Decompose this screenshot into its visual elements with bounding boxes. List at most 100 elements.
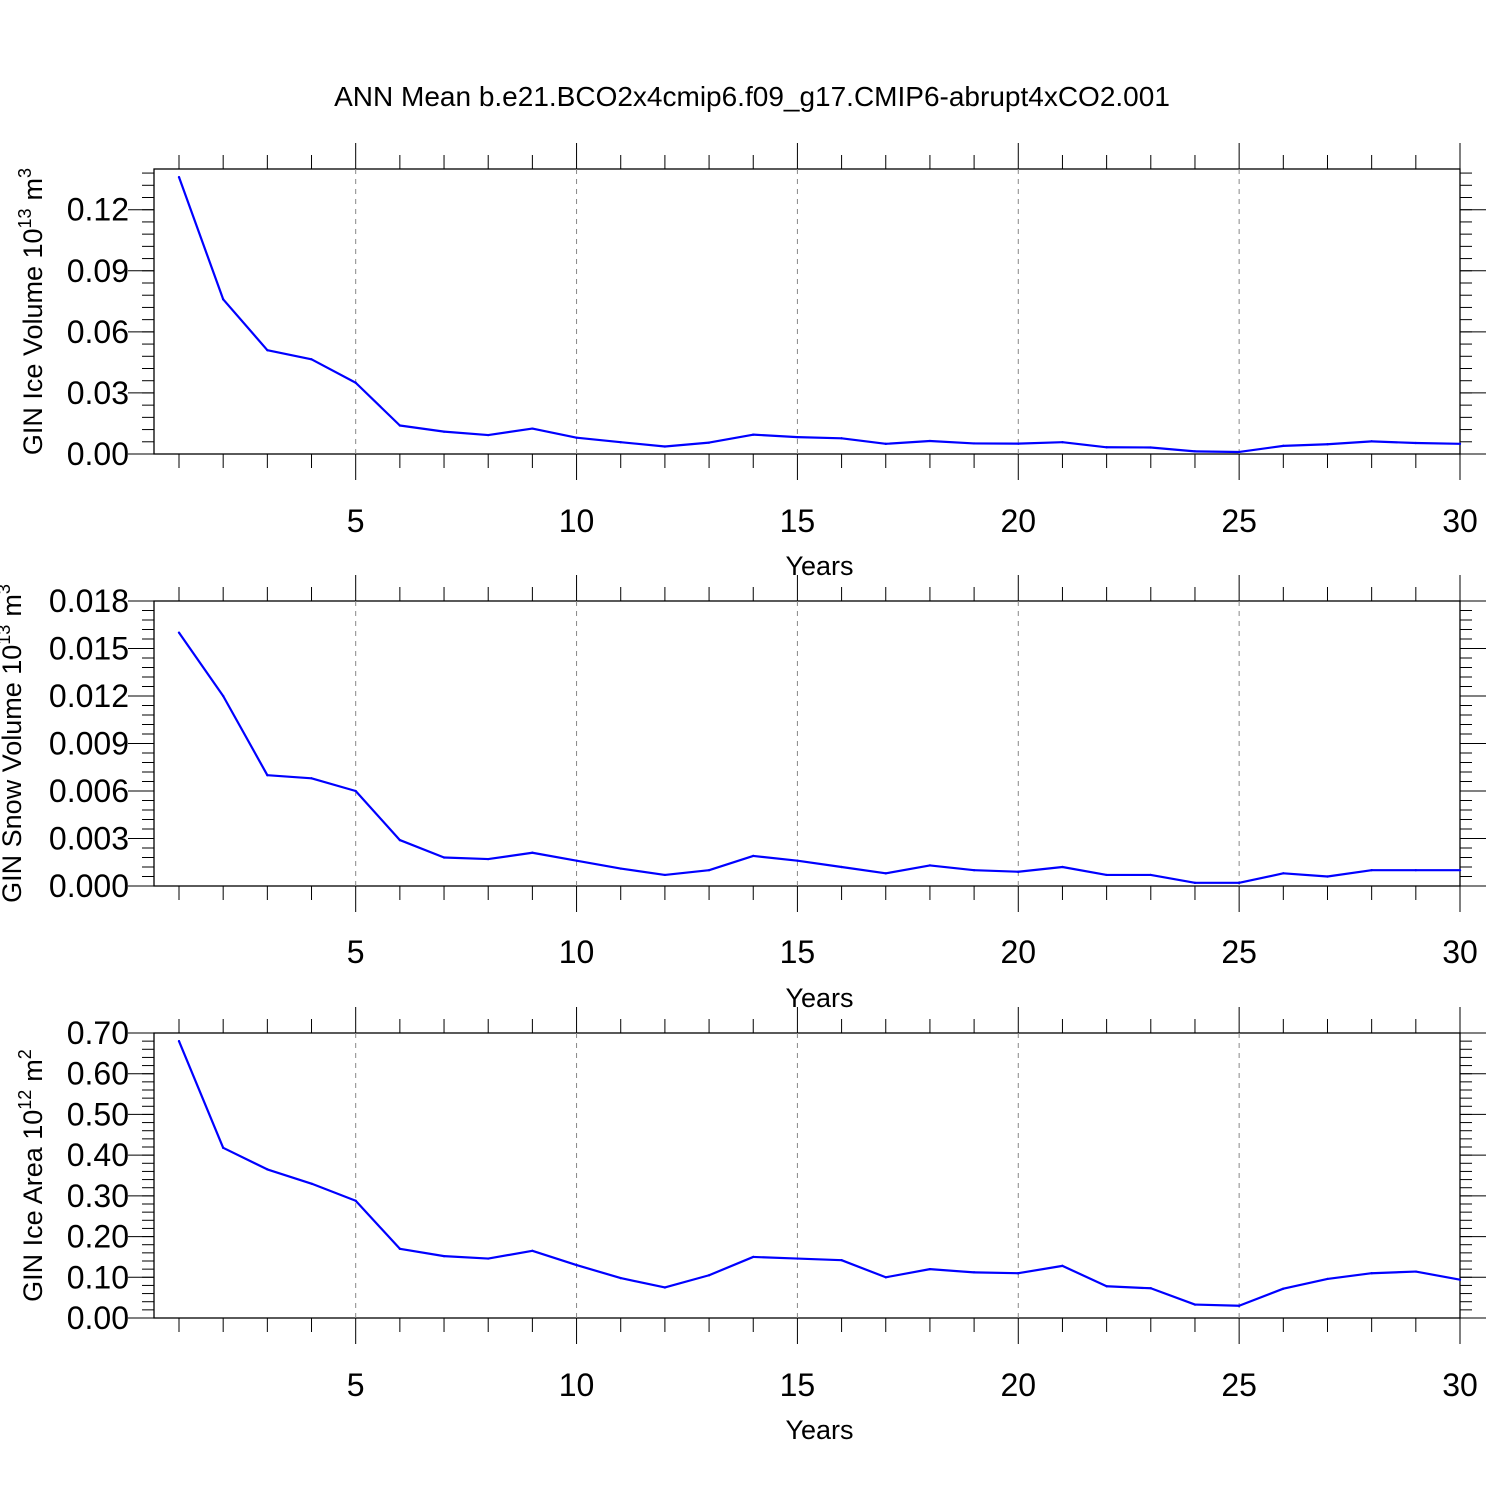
data-point (310, 777, 313, 780)
series-line-segment (1193, 450, 1241, 454)
data-point (973, 1271, 976, 1274)
data-point (619, 1277, 622, 1280)
data-point (1326, 443, 1329, 446)
series-line-segment (1282, 872, 1329, 878)
data-point (1326, 1277, 1329, 1281)
series-line-segment (928, 1268, 976, 1274)
y-axis-title-ylabel-unit: m (0, 594, 27, 617)
data-point (266, 774, 269, 777)
series-line-segment (796, 436, 843, 440)
series-line-segment (840, 437, 887, 445)
x-tick-label: 10 (559, 1367, 595, 1403)
series-line-segment (752, 854, 799, 862)
y-tick-label: 0.09 (67, 253, 129, 289)
data-point (487, 433, 490, 437)
series-line-segment (177, 631, 225, 698)
x-tick-label: 15 (780, 1367, 816, 1403)
x-tick-label: 25 (1221, 1367, 1257, 1403)
data-point (1370, 1272, 1373, 1275)
y-axis-title-ylabel-main: GIN Snow Volume 10 (0, 645, 27, 903)
data-point (1105, 446, 1108, 449)
series-line-segment (398, 838, 446, 859)
data-point (1105, 1285, 1108, 1288)
x-tick-label: 20 (1000, 1367, 1036, 1403)
y-tick-label: 0.018 (49, 583, 129, 619)
series-line-segment (487, 851, 534, 861)
data-point (1370, 869, 1373, 872)
series-line-segment (266, 349, 313, 361)
series-line-segment (663, 441, 711, 448)
data-point (531, 427, 534, 430)
series-line-segment (928, 439, 976, 445)
series-line-segment (1326, 1272, 1373, 1281)
series-line-segment (1017, 1264, 1064, 1275)
series-line-segment (177, 176, 225, 301)
data-point (222, 1146, 225, 1149)
series-line-segment (619, 867, 666, 877)
data-point (619, 441, 622, 444)
x-tick-label: 30 (1442, 503, 1478, 539)
data-point (663, 873, 666, 877)
x-tick-label: 5 (347, 934, 365, 970)
x-tick-label: 25 (1221, 503, 1257, 539)
data-point (1193, 1303, 1197, 1306)
data-point (796, 436, 799, 439)
figure-title: ANN Mean b.e21.BCO2x4cmip6.f09_g17.CMIP6… (334, 81, 1170, 112)
series-line-segment (1238, 1287, 1285, 1307)
y-tick-label: 0.00 (67, 436, 129, 472)
data-point (796, 859, 799, 862)
series-line-segment (1326, 869, 1373, 878)
series-line-segment (487, 1249, 534, 1260)
data-point (752, 433, 755, 436)
y-tick-label: 0.12 (67, 192, 129, 228)
series-line-segment (354, 381, 401, 427)
data-point (1017, 870, 1020, 873)
chart-panel-1: 0.00 0.03 0.06 0.09 0.12 5 10 15 20 25 30 Years GIN … (15, 143, 1486, 581)
x-axis-title: Years (785, 983, 853, 1013)
series-line-segment (796, 859, 843, 869)
data-point (575, 1263, 578, 1267)
data-point (1017, 1272, 1020, 1275)
series-line-segment (1414, 1270, 1462, 1281)
series-line-segment (707, 433, 755, 444)
series-line-segment (1414, 441, 1462, 445)
data-point (442, 430, 446, 433)
data-point (398, 1247, 401, 1250)
series-line-segment (840, 1259, 887, 1279)
data-point (707, 1274, 711, 1277)
data-point (752, 854, 755, 858)
series-line-segment (663, 869, 711, 877)
series-line-segment (310, 1182, 357, 1202)
x-tick-label: 5 (347, 503, 365, 539)
series-line-segment (1370, 1270, 1417, 1275)
series-line-segment (1238, 872, 1285, 884)
data-point (1149, 1287, 1152, 1290)
data-point (1414, 441, 1417, 445)
data-point (575, 859, 578, 862)
data-point (1061, 1264, 1064, 1267)
y-tick-label: 0.012 (49, 678, 129, 714)
data-point (1105, 873, 1108, 877)
series-line-segment (1149, 446, 1197, 453)
series-line-segment (884, 864, 932, 875)
y-axis-title: GIN Snow Volume 1013 m3 (0, 584, 27, 903)
series-line-segment (1370, 440, 1417, 445)
series-line-segment (928, 864, 976, 872)
data-point (928, 439, 932, 443)
data-point (840, 1259, 843, 1262)
y-axis-title-ylabel-unit: m (18, 1059, 48, 1082)
x-tick-label: 15 (780, 934, 816, 970)
data-point (398, 424, 401, 427)
series-line-segment (575, 436, 622, 444)
data-point (442, 856, 446, 859)
data-point (1193, 881, 1197, 884)
series-line-segment (707, 854, 755, 872)
y-axis-title-ylabel-exp: 13 (15, 208, 35, 228)
data-point (531, 851, 534, 854)
series-line-segment (663, 1274, 711, 1289)
data-point (1326, 875, 1329, 878)
series-line-segment (1326, 440, 1373, 446)
data-point (266, 1168, 269, 1171)
x-tick-label: 20 (1000, 934, 1036, 970)
